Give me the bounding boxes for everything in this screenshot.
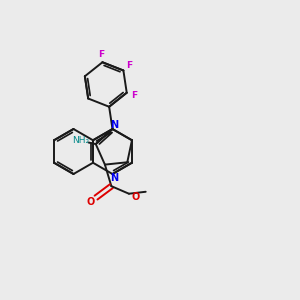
Text: O: O — [131, 192, 140, 202]
Text: O: O — [87, 196, 95, 206]
Text: F: F — [98, 50, 104, 59]
Text: NH₂: NH₂ — [73, 136, 90, 146]
Text: N: N — [110, 172, 118, 183]
Text: F: F — [126, 61, 132, 70]
Text: F: F — [131, 91, 137, 100]
Text: N: N — [110, 120, 118, 130]
